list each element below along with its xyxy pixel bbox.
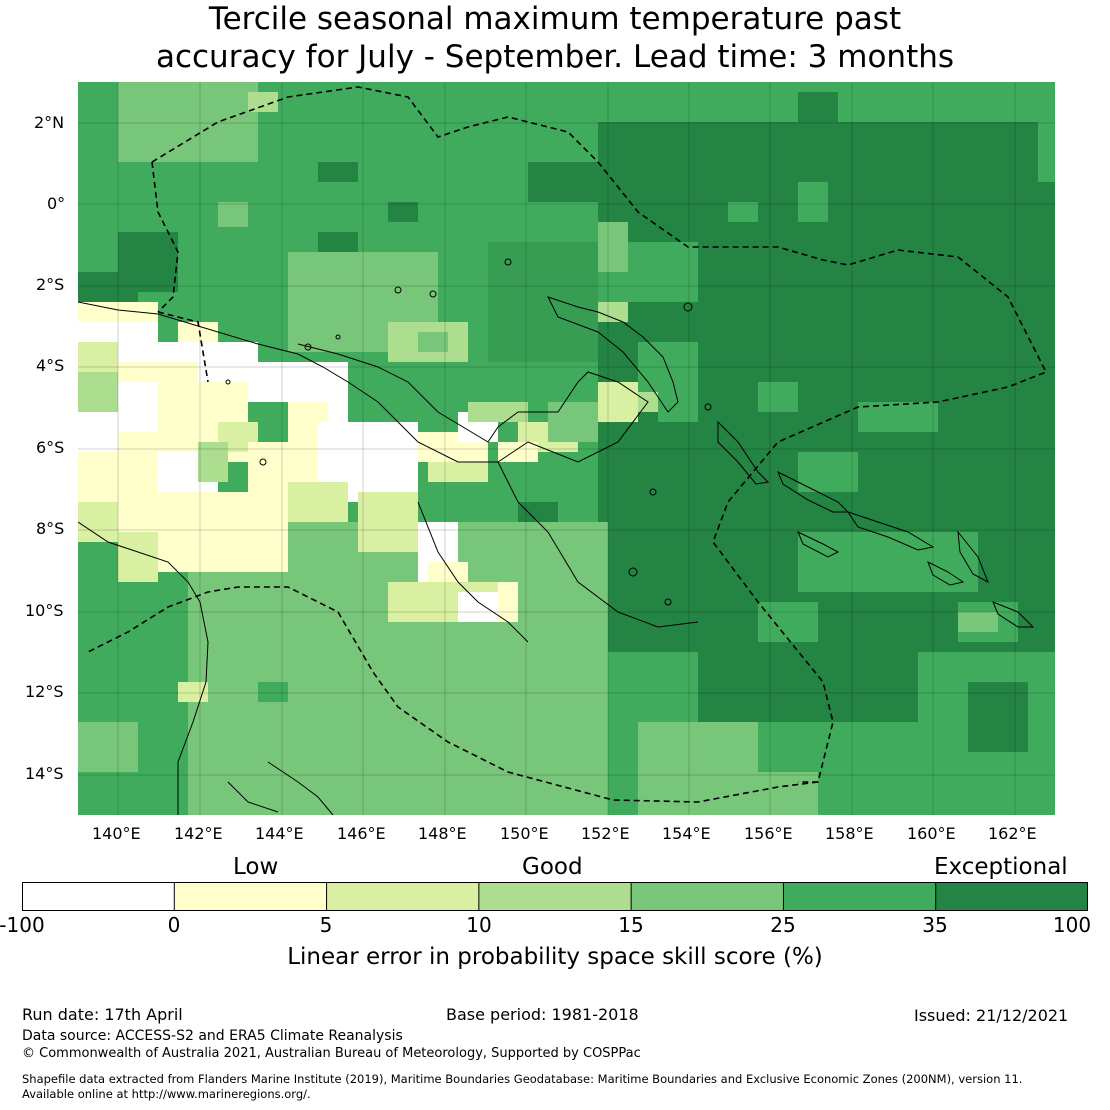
y-tick-0: 0° [47,194,66,213]
cb-tick-1: 0 [167,913,181,937]
x-tick-152e: 152°E [581,824,630,843]
map-title: Tercile seasonal maximum temperature pas… [0,0,1110,76]
y-tick-2s: 2°S [36,275,65,294]
x-tick-146e: 146°E [337,824,386,843]
cb-tick-4: 15 [618,913,644,937]
issued-date: Issued: 21/12/2021 [914,1006,1069,1025]
colorbar-bin-5 [783,882,937,911]
colorbar-label: Linear error in probability space skill … [287,944,823,970]
run-date: Run date: 17th April [22,1005,183,1024]
legend-category-exceptional: Exceptional [934,854,1068,880]
legend-category-low: Low [233,854,279,880]
colorbar-bin-2 [326,882,480,911]
colorbar-bin-0 [22,882,175,911]
cb-tick-0: -100 [0,913,45,937]
y-tick-4s: 4°S [36,356,65,375]
colorbar-bin-4 [631,882,784,911]
y-tick-14s: 14°S [25,764,64,783]
y-tick-10s: 10°S [25,601,64,620]
shapefile-credit-2: Available online at http://www.marinereg… [22,1087,311,1101]
x-tick-148e: 148°E [418,824,467,843]
cb-tick-7: 100 [1052,913,1092,937]
y-tick-6s: 6°S [36,438,65,457]
colorbar-bin-6 [935,882,1088,911]
eez-boundary [87,86,1048,803]
cb-tick-6: 35 [922,913,948,937]
map-gridlines [78,82,1055,815]
colorbar-bin-3 [478,882,632,911]
cb-tick-5: 25 [770,913,796,937]
cb-tick-3: 10 [466,913,492,937]
x-tick-144e: 144°E [255,824,304,843]
y-tick-8s: 8°S [36,519,65,538]
x-tick-158e: 158°E [825,824,874,843]
x-tick-156e: 156°E [744,824,793,843]
colorbar [22,882,1088,911]
x-tick-154e: 154°E [662,824,711,843]
y-tick-2n: 2°N [34,113,65,132]
x-tick-140e: 140°E [92,824,141,843]
colorbar-bin-1 [174,882,328,911]
coastlines [78,258,1035,815]
title-line-1: Tercile seasonal maximum temperature pas… [208,1,902,37]
x-tick-150e: 150°E [500,824,549,843]
y-tick-12s: 12°S [25,682,64,701]
base-period: Base period: 1981-2018 [446,1005,639,1024]
x-tick-162e: 162°E [988,824,1037,843]
title-line-2: accuracy for July - September. Lead time… [155,39,955,75]
x-tick-160e: 160°E [907,824,956,843]
copyright: © Commonwealth of Australia 2021, Austra… [22,1046,641,1061]
skill-grid-cells [78,82,1055,815]
x-tick-142e: 142°E [174,824,223,843]
shapefile-credit-1: Shapefile data extracted from Flanders M… [22,1072,1023,1086]
cb-tick-2: 5 [319,913,333,937]
data-source: Data source: ACCESS-S2 and ERA5 Climate … [22,1028,403,1044]
legend-category-good: Good [522,854,583,880]
skill-score-map [78,82,1055,815]
colorbar-border [22,882,1088,911]
